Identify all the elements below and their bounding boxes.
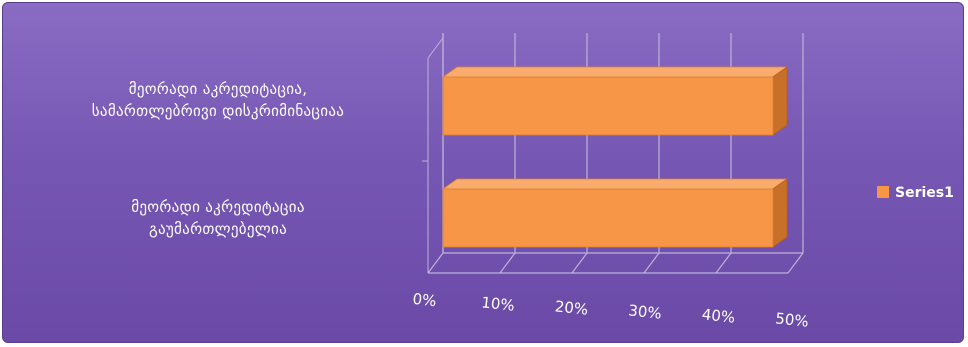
bar-chart: მეორადი აკრედიტაცია, სამართლებრივი დისკრი…	[92, 33, 954, 331]
x-tick-label: 40%	[701, 305, 736, 326]
category-label: სამართლებრივი დისკრიმინაციაა	[92, 102, 344, 120]
gridline-floor	[427, 252, 444, 274]
chart-area: მეორადი აკრედიტაცია, სამართლებრივი დისკრი…	[2, 2, 964, 343]
x-tick-label: 20%	[554, 297, 589, 318]
category-label: მეორადი აკრედიტაცია,	[129, 80, 308, 98]
category-label: გაუმართლებელია	[149, 220, 287, 238]
gridline-floor	[499, 252, 516, 274]
x-tick-label: 30%	[628, 301, 663, 322]
bar-top-face	[441, 178, 789, 190]
x-tick-label: 50%	[775, 309, 810, 330]
gridline-floor	[643, 252, 660, 274]
bar-side-face	[772, 66, 788, 136]
bar-front-face	[442, 188, 774, 248]
bar-front-face	[442, 76, 774, 136]
gridline-floor	[787, 252, 804, 274]
left-wall-top-edge	[427, 37, 444, 59]
x-tick-label: 0%	[412, 290, 438, 310]
gridline-floor	[571, 252, 588, 274]
bar-top-face	[441, 66, 789, 78]
legend-label: Series1	[895, 185, 954, 201]
category-label: მეორადი აკრედიტაცია	[131, 198, 305, 216]
legend-swatch	[877, 186, 889, 198]
gridline-floor	[715, 252, 732, 274]
bar-side-face	[772, 178, 788, 248]
x-tick-label: 10%	[481, 293, 516, 314]
